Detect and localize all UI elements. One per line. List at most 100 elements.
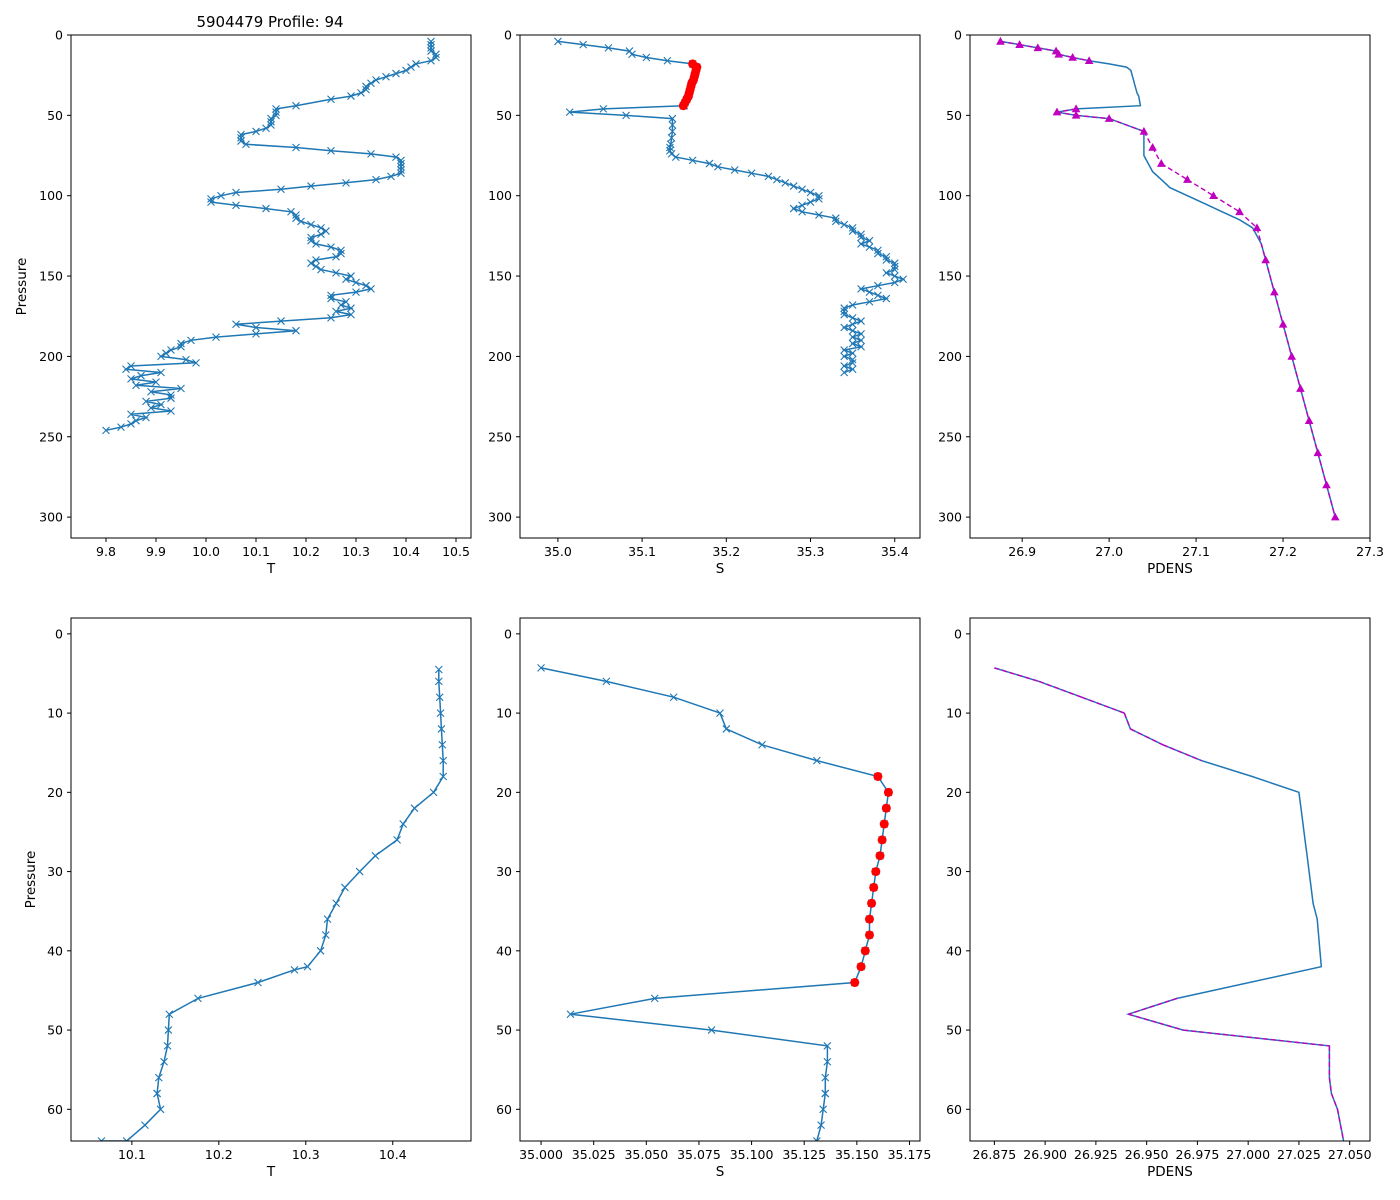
data-point-marker [848,326,857,335]
data-point-marker [730,166,739,174]
data-point-marker [874,249,882,258]
density-point-marker [1296,384,1305,392]
density-overlay-segment [1162,744,1202,762]
data-point-marker [669,693,678,702]
density-point-marker [1104,114,1114,122]
data-point-marker [292,326,300,335]
density-point-marker [1139,126,1149,135]
y-tick-label: 10 [496,706,512,721]
data-point-marker [341,883,349,892]
data-point-marker [347,310,355,319]
y-axis-label: Pressure [14,258,30,316]
data-point-marker [367,79,375,88]
data-point-marker [307,233,315,242]
data-point-marker [237,130,245,139]
x-tick-label: 26.900 [1023,1147,1067,1162]
x-tick-label: 35.050 [624,1147,668,1162]
data-point-marker [427,37,435,46]
data-point-marker [162,349,170,358]
data-point-marker [342,297,350,306]
density-overlay-segment [1108,117,1145,133]
data-point-marker [840,220,849,229]
x-tick-label: 27.3 [1356,544,1384,559]
data-point-marker [232,201,240,210]
density-overlay-segment [1308,420,1319,454]
data-point-marker [823,1042,832,1050]
data-point-marker [874,291,882,300]
data-point-marker [798,185,806,194]
x-axis-label: PDENS [1147,561,1193,577]
density-point-marker [1157,159,1166,167]
data-point-marker [857,336,865,345]
data-point-marker [427,47,435,55]
data-point-marker [382,72,390,81]
axes-frame [70,617,472,1142]
data-point-marker [397,162,405,171]
flagged-point [881,803,891,813]
data-point-marker [857,230,865,239]
y-tick-label: 0 [504,28,512,43]
data-point-marker [132,416,140,425]
y-tick-label: 0 [954,28,962,43]
density-overlay-segment [1213,195,1240,213]
data-point-marker [831,217,840,226]
data-point-marker [848,339,857,348]
data-point-marker [806,198,815,207]
data-point-marker [865,236,874,245]
data-point-marker [874,246,882,255]
y-tick-label: 50 [47,1023,63,1038]
y-tick-label: 300 [39,510,63,525]
data-point-marker [142,397,150,406]
y-tick-label: 20 [47,785,63,800]
y-tick-label: 50 [47,108,63,123]
data-point-marker [332,252,340,261]
data-point-marker [758,740,766,749]
data-point-marker [722,725,731,733]
axes-frame [969,617,1371,1142]
data-point-marker [122,1137,131,1141]
data-point-marker [372,76,380,84]
y-tick-label: 150 [938,269,962,284]
y-tick-label: 40 [946,943,962,958]
data-point-marker [177,339,185,348]
flagged-point [856,962,866,972]
data-point-marker [716,709,724,717]
data-point-marker [352,288,360,297]
y-tick-label: 300 [488,510,512,525]
data-point-marker [815,195,823,203]
data-point-marker [142,413,150,422]
data-point-marker [412,60,420,68]
data-point-marker [434,665,443,674]
flagged-point [869,882,879,892]
flagged-point [873,771,883,781]
data-point-marker [307,182,315,190]
data-point-marker [604,43,613,52]
data-point-marker [815,191,823,200]
x-tick-label: 9.8 [96,544,116,559]
y-axis-label: Pressure [23,851,39,909]
data-point-marker [579,40,588,49]
flagged-point [883,787,893,797]
data-point-marker [292,101,300,110]
data-point-marker [798,207,806,216]
y-tick-label: 60 [946,1102,962,1117]
flagged-point [867,898,877,908]
density-point-marker [1330,512,1340,521]
data-point-marker [372,175,380,184]
data-point-marker [312,256,320,264]
data-point-marker [436,709,445,717]
data-point-marker [277,185,285,194]
data-point-marker [688,156,697,165]
density-overlay-segment [1076,114,1110,120]
data-point-marker [565,108,574,117]
data-point-marker [362,281,370,290]
y-tick-label: 50 [946,1023,962,1038]
panel-s_zoom: 35.000 35.025 35.050 35.075 35.100 35.125 35.1… [496,617,931,1180]
data-point-marker [217,191,225,200]
density-overlay-segment [1000,40,1020,46]
data-point-marker [252,127,260,136]
density-overlay-segment [1317,452,1328,486]
x-tick-label: 35.025 [572,1147,616,1162]
y-tick-label: 100 [39,188,63,203]
